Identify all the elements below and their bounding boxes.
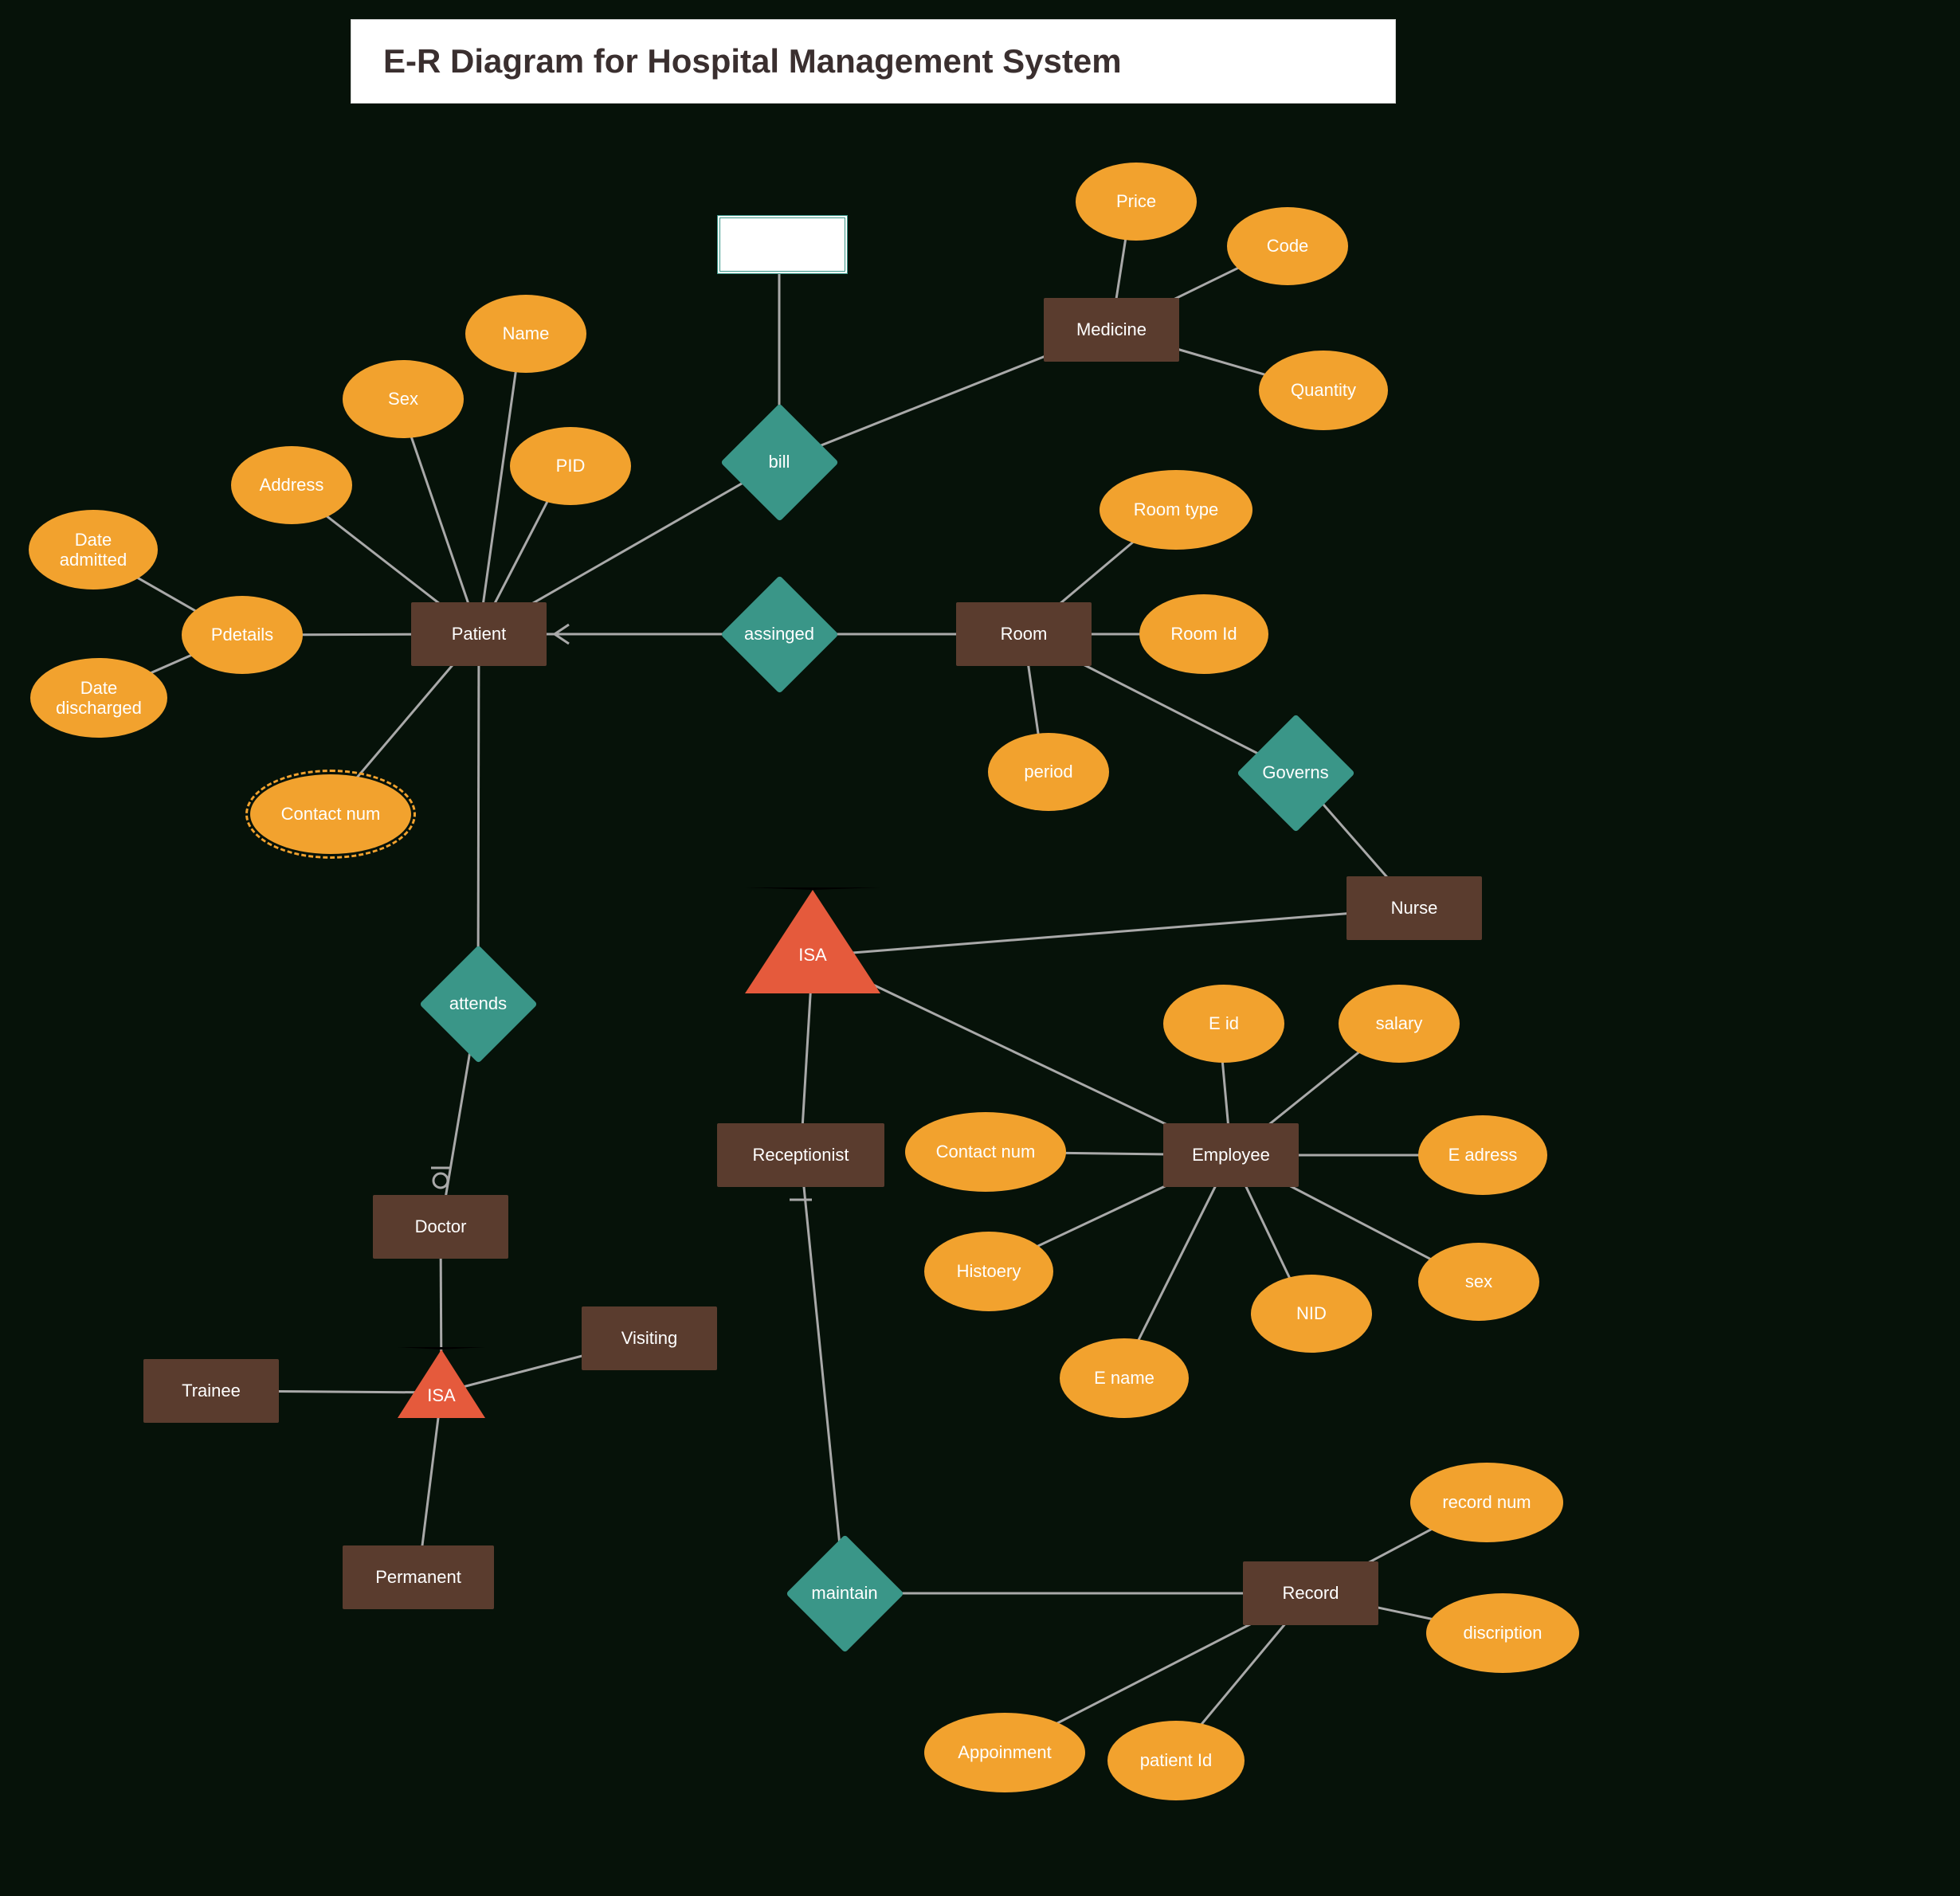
entity-medicine: Medicine bbox=[1044, 298, 1179, 362]
edges-layer bbox=[0, 0, 1960, 1896]
entity-visiting: Visiting bbox=[582, 1306, 717, 1370]
attribute-salary: salary bbox=[1339, 985, 1460, 1063]
attribute-roomid: Room Id bbox=[1139, 594, 1268, 674]
isa-isa2: ISA bbox=[398, 1347, 485, 1416]
attribute-code: Code bbox=[1227, 207, 1348, 285]
attribute-address: Address bbox=[231, 446, 352, 524]
attribute-patientid: patient Id bbox=[1107, 1721, 1245, 1800]
entity-employee: Employee bbox=[1163, 1123, 1299, 1187]
attribute-date_admit: Dateadmitted bbox=[29, 510, 158, 590]
attribute-contact_emp: Contact num bbox=[905, 1112, 1066, 1192]
entity-room: Room bbox=[956, 602, 1092, 666]
attribute-price: Price bbox=[1076, 163, 1197, 241]
entity-doctor: Doctor bbox=[373, 1195, 508, 1259]
attribute-contact_pat: Contact num bbox=[250, 774, 411, 854]
attribute-esex: sex bbox=[1418, 1243, 1539, 1321]
attribute-pdetails: Pdetails bbox=[182, 596, 303, 674]
attribute-desc: discription bbox=[1426, 1593, 1579, 1673]
attribute-quantity: Quantity bbox=[1259, 351, 1388, 430]
diagram-title-box: E-R Diagram for Hospital Management Syst… bbox=[351, 19, 1396, 104]
attribute-pid: PID bbox=[510, 427, 631, 505]
relation-bill: bill bbox=[719, 402, 839, 522]
entity-permanent: Permanent bbox=[343, 1545, 494, 1609]
attribute-date_disch: Datedischarged bbox=[30, 658, 167, 738]
attribute-period: period bbox=[988, 733, 1109, 811]
entity-patient: Patient bbox=[411, 602, 547, 666]
diagram-title: E-R Diagram for Hospital Management Syst… bbox=[383, 42, 1122, 80]
attribute-roomtype: Room type bbox=[1100, 470, 1252, 550]
attribute-recnum: record num bbox=[1410, 1463, 1563, 1542]
attribute-name: Name bbox=[465, 295, 586, 373]
attribute-nid: NID bbox=[1251, 1275, 1372, 1353]
isa-isa1: ISA bbox=[745, 887, 880, 991]
attribute-appoint: Appoinment bbox=[924, 1713, 1085, 1792]
entity-trainee: Trainee bbox=[143, 1359, 279, 1423]
relation-attends: attends bbox=[418, 944, 538, 1064]
relation-governs: Governs bbox=[1236, 713, 1355, 832]
attribute-hist: Histoery bbox=[924, 1232, 1053, 1311]
attribute-eid: E id bbox=[1163, 985, 1284, 1063]
attribute-eaddr: E adress bbox=[1418, 1115, 1547, 1195]
entity-record: Record bbox=[1243, 1561, 1378, 1625]
entity-nurse: Nurse bbox=[1347, 876, 1482, 940]
entity-receptionist: Receptionist bbox=[717, 1123, 884, 1187]
relation-assigned: assinged bbox=[719, 574, 839, 694]
diagram-canvas: E-R Diagram for Hospital Management Syst… bbox=[0, 0, 1960, 1896]
blank-weak-entity-box bbox=[717, 215, 848, 274]
attribute-sex: Sex bbox=[343, 360, 464, 438]
attribute-ename: E name bbox=[1060, 1338, 1189, 1418]
relation-maintain: maintain bbox=[785, 1534, 904, 1653]
